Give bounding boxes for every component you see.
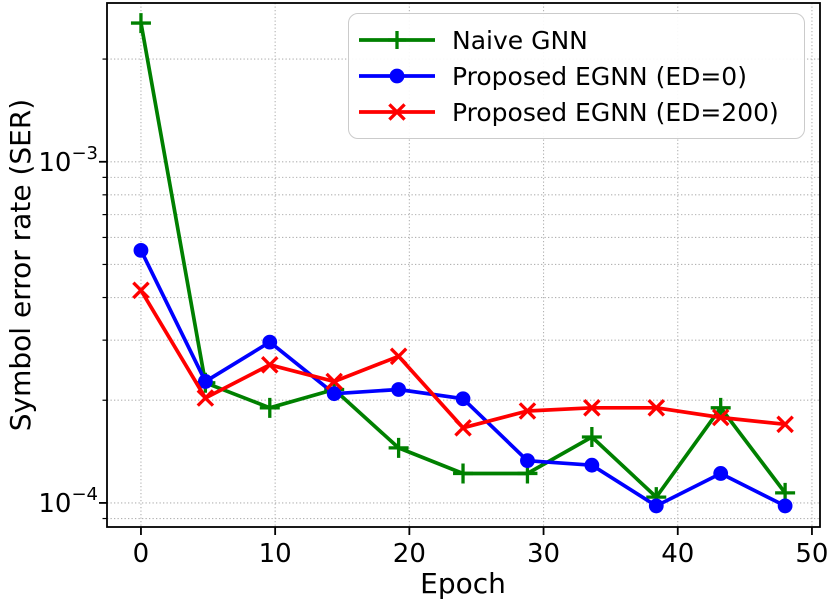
x-marker xyxy=(711,408,730,427)
circle-marker xyxy=(197,374,213,389)
legend-item-naive-gnn: Naive GNN xyxy=(356,26,798,54)
circle-marker xyxy=(713,466,729,481)
x-marker xyxy=(583,399,601,417)
plus-marker xyxy=(710,397,731,418)
series-proposed-egnn-ed-200- xyxy=(132,281,794,437)
circle-marker xyxy=(389,68,405,84)
x-marker xyxy=(196,389,215,407)
x-marker xyxy=(132,281,150,300)
y-tick-labels: 10−3 10−4 xyxy=(38,143,98,519)
plus-marker xyxy=(130,13,151,34)
x-tick-label: 30 xyxy=(527,539,560,569)
plus-marker xyxy=(259,397,280,418)
x-marker xyxy=(776,415,794,434)
x-axis-label: Epoch xyxy=(420,567,506,599)
series-proposed-egnn-ed-0- xyxy=(133,242,793,514)
x-tick-label: 40 xyxy=(661,539,694,569)
legend-line-marker-egnn-ed0-icon xyxy=(359,68,435,84)
x-tick-labels: 0 10 20 30 40 50 xyxy=(133,539,829,569)
x-marker xyxy=(325,372,343,391)
x-marker xyxy=(518,402,537,420)
circle-marker xyxy=(262,334,278,350)
x-marker xyxy=(389,347,408,366)
y-tick-label: 10−3 xyxy=(38,143,98,178)
plus-marker xyxy=(581,427,602,448)
x-marker xyxy=(388,103,406,121)
x-tick-label: 10 xyxy=(259,539,292,569)
series-line xyxy=(139,288,787,430)
axis-ticks xyxy=(99,58,813,535)
plus-marker xyxy=(453,463,474,484)
legend-label-naive-gnn: Naive GNN xyxy=(452,25,588,55)
y-tick-label: 10−4 xyxy=(38,484,98,519)
legend-item-egnn-ed0: Proposed EGNN (ED=0) xyxy=(356,62,798,90)
x-tick-label: 50 xyxy=(795,539,828,569)
data-series xyxy=(130,13,796,514)
legend-line-marker-egnn-ed200-icon xyxy=(359,103,435,121)
circle-marker xyxy=(584,457,600,473)
legend-label-egnn-ed200: Proposed EGNN (ED=200) xyxy=(452,97,779,127)
circle-marker xyxy=(326,386,342,402)
circle-marker xyxy=(520,453,535,469)
x-marker xyxy=(454,419,472,437)
x-tick-label: 0 xyxy=(133,539,150,569)
circle-marker xyxy=(777,498,793,514)
x-tick-label: 20 xyxy=(393,539,426,569)
plus-marker xyxy=(388,31,406,49)
legend-item-egnn-ed200: Proposed EGNN (ED=200) xyxy=(356,98,798,126)
circle-marker xyxy=(391,382,407,397)
circle-marker xyxy=(455,391,471,407)
legend: Naive GNN Proposed EGNN (ED=0) Proposed … xyxy=(348,13,805,139)
x-marker xyxy=(647,399,666,417)
legend-line-marker-naive-gnn-icon xyxy=(359,31,435,49)
circle-marker xyxy=(648,498,664,514)
y-axis-label: Symbol error rate (SER) xyxy=(4,99,37,431)
circle-marker xyxy=(133,242,149,258)
x-marker xyxy=(261,356,279,374)
legend-label-egnn-ed0: Proposed EGNN (ED=0) xyxy=(452,61,747,91)
plus-marker xyxy=(388,437,409,458)
